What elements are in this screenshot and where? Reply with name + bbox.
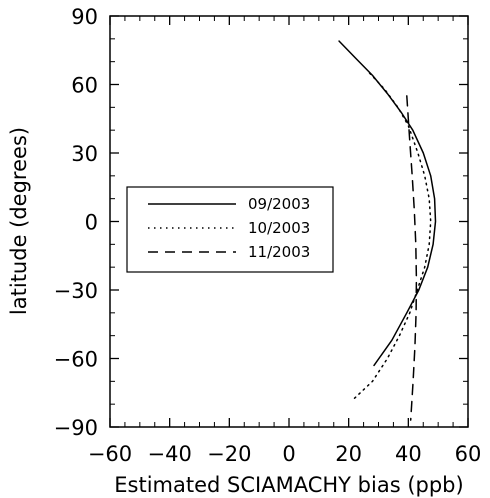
y-tick-label: 30 <box>71 142 98 166</box>
legend-box <box>126 186 334 273</box>
legend-label: 09/2003 <box>248 195 310 213</box>
x-tick-label: −20 <box>207 442 251 466</box>
y-tick-label: 60 <box>71 74 98 98</box>
x-tick-label: 20 <box>335 442 362 466</box>
series-line-dashed <box>406 95 418 421</box>
y-axis-title: latitude (degrees) <box>7 127 31 315</box>
x-tick-label: −60 <box>88 442 132 466</box>
y-tick-label: 90 <box>71 5 98 29</box>
axis-ticks <box>109 15 469 428</box>
series-line-dotted <box>352 72 432 401</box>
x-tick-label: 40 <box>395 442 422 466</box>
series-lines <box>338 40 437 421</box>
x-tick-label: 0 <box>282 442 295 466</box>
legend-label: 10/2003 <box>248 219 310 237</box>
x-tick-label: 60 <box>455 442 482 466</box>
y-tick-label: 0 <box>85 211 98 235</box>
legend: 09/2003 10/2003 11/2003 <box>126 186 334 273</box>
y-tick-label: −30 <box>54 279 98 303</box>
x-axis-title: Estimated SCIAMACHY bias (ppb) <box>114 473 463 497</box>
series-line-solid <box>338 40 437 367</box>
legend-label: 11/2003 <box>248 243 310 261</box>
y-tick-label: −60 <box>54 348 98 372</box>
y-tick-label: −90 <box>54 416 98 440</box>
x-tick-label: −40 <box>148 442 192 466</box>
